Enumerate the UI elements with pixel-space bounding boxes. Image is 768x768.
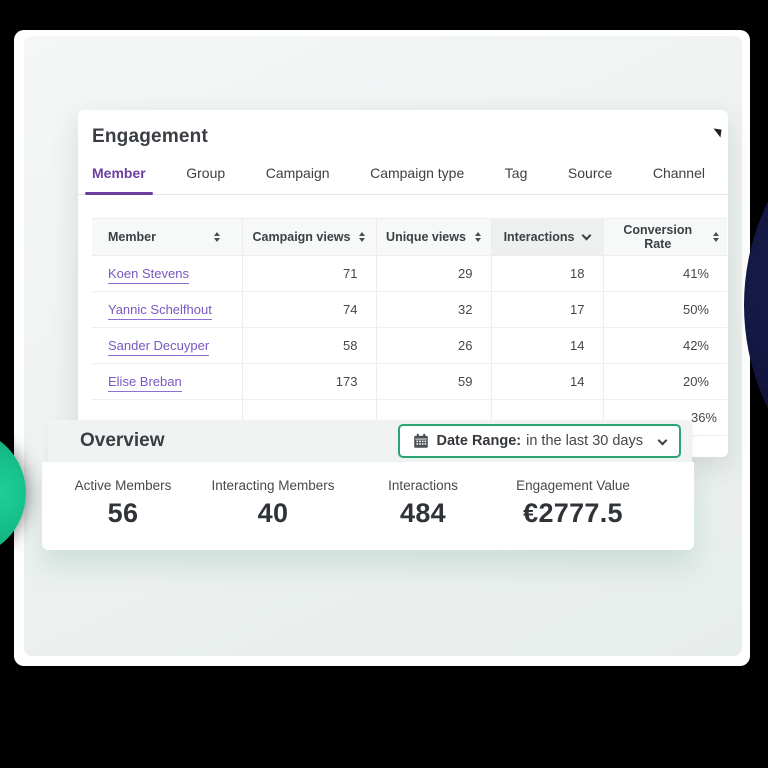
tab-channel[interactable]: Channel	[652, 165, 705, 181]
stat-interactions: Interactions 484	[348, 478, 498, 529]
stat-value: €2777.5	[523, 498, 623, 528]
calendar-icon	[413, 433, 428, 448]
conversion-rate-value: 41%	[603, 255, 727, 292]
tab-group[interactable]: Group	[186, 165, 226, 181]
column-header-interactions[interactable]: Interactions	[491, 218, 604, 256]
member-link[interactable]: Sander Decuyper	[108, 338, 210, 356]
chevron-down-icon	[657, 435, 668, 445]
tab-bar: Member Group Campaign Campaign type Tag …	[78, 165, 728, 195]
table-row: Sander Decuyper 58 26 14 42%	[92, 327, 727, 364]
interactions-value: 18	[491, 255, 604, 292]
unique-views-value: 59	[376, 363, 492, 400]
table-row: Koen Stevens 71 29 18 41%	[92, 255, 727, 292]
sort-icon	[713, 232, 719, 242]
cursor-icon	[712, 128, 722, 138]
engagement-table: Member Campaign views Unique views	[92, 218, 727, 436]
stat-active-members: Active Members 56	[48, 478, 198, 529]
campaign-views-value: 173	[242, 363, 377, 400]
tab-campaign[interactable]: Campaign	[265, 165, 330, 181]
sort-icon	[359, 232, 366, 242]
stat-value: 484	[400, 498, 446, 528]
page-title: Engagement	[92, 126, 209, 147]
campaign-views-value: 71	[242, 255, 377, 292]
stat-label: Interactions	[388, 478, 458, 493]
conversion-rate-value: 20%	[603, 363, 727, 400]
interactions-value: 14	[491, 363, 604, 400]
date-range-value: in the last 30 days	[526, 433, 643, 449]
engagement-card: Engagement Member Group Campaign Campaig…	[78, 110, 728, 457]
table-header-row: Member Campaign views Unique views	[92, 218, 727, 256]
unique-views-value: 29	[376, 255, 492, 292]
column-header-conversion-rate[interactable]: Conversion Rate	[603, 218, 727, 256]
member-link[interactable]: Koen Stevens	[108, 266, 189, 284]
stat-value: 56	[107, 498, 139, 528]
table-row: Yannic Schelfhout 74 32 17 50%	[92, 291, 727, 328]
date-range-label: Date Range:	[436, 433, 522, 449]
stat-label: Active Members	[74, 478, 172, 493]
conversion-rate-value: 42%	[603, 327, 727, 364]
engagement-card-header: Engagement	[78, 110, 728, 156]
campaign-views-value: 58	[242, 327, 377, 364]
unique-views-value: 26	[376, 327, 492, 364]
tab-member[interactable]: Member	[85, 165, 153, 195]
member-link[interactable]: Yannic Schelfhout	[108, 302, 212, 320]
overview-stats-card: Active Members 56 Interacting Members 40…	[42, 462, 694, 550]
interactions-value: 17	[491, 291, 604, 328]
column-header-unique-views[interactable]: Unique views	[376, 218, 492, 256]
table-row: Elise Breban 173 59 14 20%	[92, 363, 727, 400]
column-header-member[interactable]: Member	[92, 218, 243, 256]
sort-icon	[474, 232, 481, 242]
stat-label: Engagement Value	[516, 478, 630, 493]
sort-icon	[213, 232, 220, 242]
tab-tag[interactable]: Tag	[504, 165, 528, 181]
stat-value: 40	[257, 498, 289, 528]
date-range-selector[interactable]: Date Range: in the last 30 days	[397, 424, 681, 458]
column-header-campaign-views[interactable]: Campaign views	[242, 218, 377, 256]
overview-title: Overview	[80, 430, 165, 451]
campaign-views-value: 74	[242, 291, 377, 328]
overview-header: Overview Date Range: in the last 30 days	[48, 420, 692, 462]
stat-engagement-value: Engagement Value €2777.5	[498, 478, 648, 529]
member-link[interactable]: Elise Breban	[108, 374, 182, 392]
unique-views-value: 32	[376, 291, 492, 328]
sort-desc-icon	[581, 230, 592, 240]
tab-campaign-type[interactable]: Campaign type	[370, 165, 465, 181]
stat-interacting-members: Interacting Members 40	[198, 478, 348, 529]
conversion-rate-value: 50%	[603, 291, 727, 328]
stats-grid: Active Members 56 Interacting Members 40…	[48, 478, 648, 529]
interactions-value: 14	[491, 327, 604, 364]
stat-label: Interacting Members	[211, 478, 335, 493]
tab-source[interactable]: Source	[567, 165, 613, 181]
